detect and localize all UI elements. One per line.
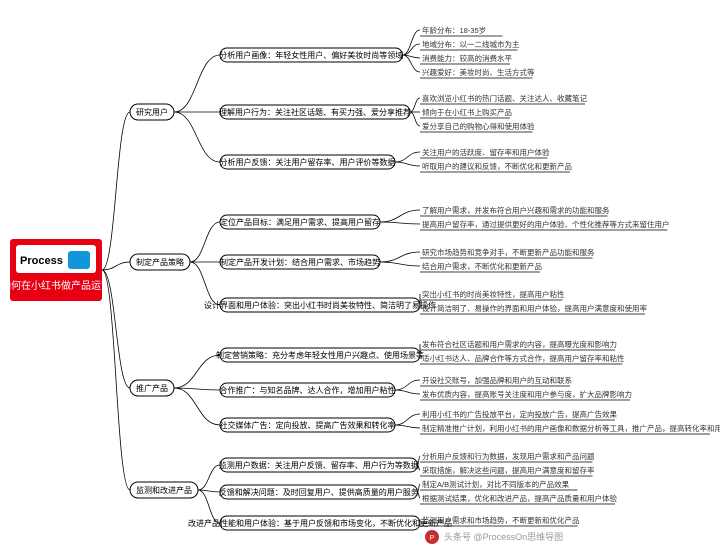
level2-1-1-label: 制定产品开发计划：结合用户需求、市场趋势: [220, 257, 380, 267]
level2-0-0-label: 分析用户画像：年轻女性用户、偏好美妆时尚等领域: [219, 50, 403, 60]
edge: [395, 414, 420, 425]
edge: [174, 112, 220, 162]
level1-3-label: 监测和改进产品: [136, 485, 192, 495]
edge: [102, 270, 130, 490]
leaf-2-1-0: 开设社交账号，加强品牌和用户的互动和联系: [422, 375, 572, 385]
level2-3-0-label: 监测用户数据：关注用户反馈、留存率、用户行为等数据: [219, 460, 419, 470]
level2-2-2-label: 社交媒体广告：定向投放、提高广告效果和转化率: [220, 420, 396, 430]
level2-2-0-label: 制定营销策略：充分考虑年轻女性用户兴趣点、使用场景等: [216, 350, 424, 360]
edge: [395, 390, 420, 394]
level2-1-0-label: 定位产品目标：满足用户需求、提高用户留存: [220, 217, 380, 227]
level2-3-1-label: 反馈和解决问题：及时回复用户、提供高质量的用户服务: [219, 487, 419, 497]
edge: [190, 222, 220, 262]
edge: [395, 152, 420, 162]
leaf-1-2-0: 突出小红书的时尚美妆特性，提高用户粘性: [422, 289, 565, 299]
edge: [380, 262, 420, 266]
leaf-0-0-3: 兴趣爱好：美妆时尚、生活方式等: [422, 67, 535, 77]
leaf-1-1-1: 结合用户需求，不断优化和更新产品: [422, 261, 542, 271]
leaf-2-0-0: 发布符合社区话题和用户需求的内容，提高曝光度和影响力: [422, 339, 617, 349]
edge: [190, 262, 220, 305]
leaf-2-2-0: 利用小红书的广告投放平台，定向投放广告，提高广告效果: [422, 409, 617, 419]
leaf-0-0-2: 消费能力：较高的消费水平: [422, 53, 512, 63]
leaf-0-1-2: 爱分享自己的购物心得和使用体验: [422, 121, 535, 131]
leaf-3-1-0: 制定A/B测试计划，对比不同版本的产品效果: [422, 479, 570, 489]
edge: [395, 380, 420, 390]
leaf-3-0-1: 采取措施，解决这些问题，提高用户满意度和留存率: [422, 465, 595, 475]
edge: [380, 222, 420, 224]
root-title: 如何在小红书做产品运营: [1, 279, 111, 292]
leaf-0-0-0: 年龄分布：18-35岁: [422, 25, 486, 35]
leaf-2-1-1: 发布优质内容，提高账号关注度和用户参与度，扩大品牌影响力: [422, 389, 632, 399]
leaf-1-2-1: 设计简洁明了、易操作的界面和用户体验，提高用户满意度和使用率: [422, 303, 647, 313]
edge: [102, 262, 130, 270]
leaf-3-2-0: 监测用户需求和市场趋势，不断更新和优化产品: [422, 515, 580, 525]
level2-3-2-label: 改进产品性能和用户体验：基于用户反馈和市场变化，不断优化和更新产品: [188, 518, 452, 528]
logo-on-box: [68, 251, 90, 269]
edge: [102, 112, 130, 270]
leaf-2-0-1: 适小红书达人、品牌合作等方式合作，提高用户留存率和粘性: [422, 353, 625, 363]
edge: [174, 388, 220, 425]
level1-1-label: 制定产品策略: [136, 257, 184, 267]
leaf-1-1-0: 研究市场趋势和竞争对手，不断更新产品功能和服务: [422, 247, 595, 257]
edge: [403, 30, 421, 55]
leaf-0-2-1: 听取用户的建议和反馈，不断优化和更新产品: [422, 161, 572, 171]
leaf-1-0-0: 了解用户需求，并发布符合用户兴趣和需求的功能和服务: [422, 205, 610, 215]
level2-0-2-label: 分析用户反馈：关注用户留存率、用户评价等数据: [220, 157, 396, 167]
leaf-0-1-0: 喜欢浏览小红书的热门话题、关注达人、收藏笔记: [422, 93, 587, 103]
level1-2-label: 推广产品: [136, 383, 168, 393]
leaf-0-0-1: 地域分布：以一二线城市为主: [422, 39, 520, 49]
leaf-0-2-0: 关注用户的活跃度、留存率和用户体验: [422, 147, 550, 157]
level2-2-1-label: 合作推广：与知名品牌、达人合作，增加用户粘性: [220, 385, 396, 395]
watermark-avatar-icon: P: [430, 535, 435, 542]
mindmap-canvas: ProcessOn如何在小红书做产品运营研究用户分析用户画像：年轻女性用户、偏好…: [0, 0, 720, 549]
edge: [395, 425, 420, 428]
level2-0-1-label: 理解用户行为：关注社区话题、有买力强、爱分享推荐: [219, 107, 411, 117]
edge: [174, 55, 220, 112]
leaf-1-0-1: 提高用户留存率，通过提供更好的用户体验、个性化推荐等方式来留住用户: [422, 219, 670, 229]
leaf-3-1-1: 根据测试结果，优化和改进产品，提高产品质量和用户体验: [422, 493, 617, 503]
leaf-0-1-1: 倾向于在小红书上购买产品: [422, 107, 512, 117]
edge: [403, 44, 421, 55]
edge: [174, 355, 220, 388]
level2-1-2-label: 设计界面和用户体验：突出小红书时尚美妆特性、简洁明了易操作: [204, 300, 436, 310]
edge: [198, 465, 220, 490]
edge: [410, 112, 420, 126]
edge: [395, 162, 420, 166]
edge: [380, 252, 420, 262]
level1-0-label: 研究用户: [136, 107, 168, 117]
edge: [380, 210, 420, 222]
watermark-text: 头条号 @ProcessOn思维导图: [444, 531, 563, 542]
leaf-3-0-0: 分析用户反馈和行为数据，发现用户需求和产品问题: [422, 451, 595, 461]
edge: [410, 98, 420, 112]
leaf-2-2-1: 制定精准推广计划，利用小红书的用户画像和数据分析等工具，推广产品，提高转化率和用…: [422, 423, 720, 433]
